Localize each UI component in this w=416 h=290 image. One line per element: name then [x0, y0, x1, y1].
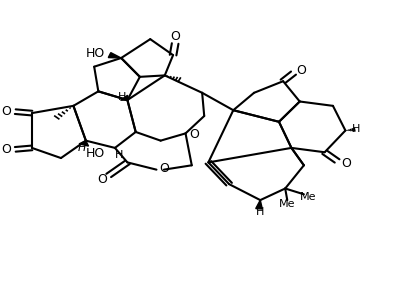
Text: H: H — [115, 150, 123, 160]
Text: H: H — [77, 143, 86, 153]
Text: H: H — [256, 207, 265, 217]
Text: O: O — [341, 157, 351, 170]
Text: Me: Me — [300, 192, 316, 202]
Text: O: O — [296, 64, 306, 77]
Text: O: O — [170, 30, 180, 43]
Polygon shape — [256, 200, 262, 209]
Text: HO: HO — [85, 147, 104, 160]
Polygon shape — [108, 53, 121, 58]
Text: O: O — [189, 128, 199, 141]
Text: Me: Me — [279, 200, 295, 209]
Text: O: O — [97, 173, 107, 186]
Text: H: H — [118, 92, 126, 102]
Text: H: H — [352, 124, 360, 134]
Polygon shape — [79, 141, 89, 146]
Text: O: O — [1, 143, 11, 156]
Text: HO: HO — [85, 47, 104, 60]
Polygon shape — [121, 95, 128, 100]
Text: O: O — [159, 162, 169, 175]
Text: O: O — [1, 105, 11, 118]
